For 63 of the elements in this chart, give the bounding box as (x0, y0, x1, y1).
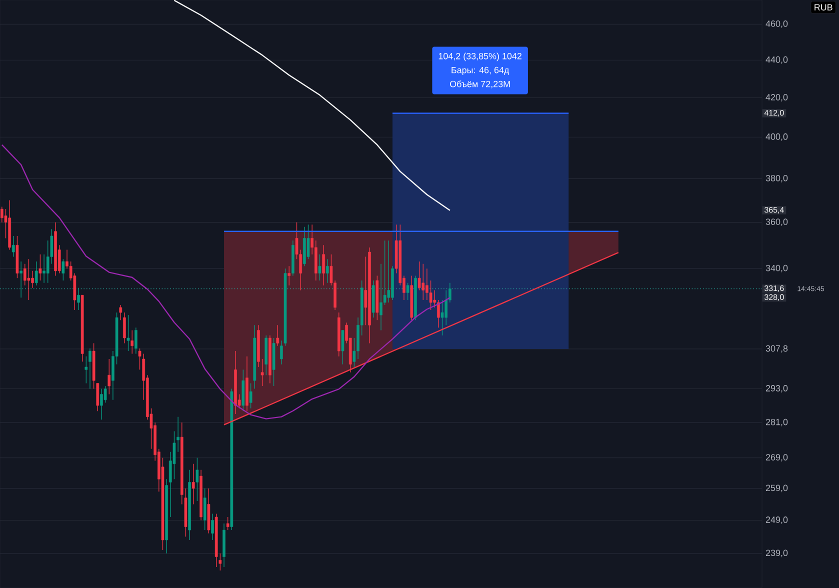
y-tick-label: 269,0 (766, 454, 788, 462)
candlestick (27, 258, 30, 300)
candlestick (426, 268, 428, 300)
candlestick (130, 330, 134, 354)
y-tick-label: 249,0 (766, 516, 788, 524)
candlestick (260, 358, 264, 386)
text: RUB (814, 4, 832, 10)
y-tick-label: 259,0 (766, 484, 788, 492)
y-tick-label: 307,8 (766, 345, 788, 353)
annotation: Бары: 46, 64д (452, 66, 510, 76)
candlestick (126, 314, 130, 352)
candlestick (211, 513, 214, 540)
candlestick (326, 258, 329, 284)
candlestick (249, 382, 252, 409)
candlestick (444, 290, 448, 326)
candlestick (77, 287, 80, 310)
candlestick (380, 263, 382, 331)
candlestick (226, 516, 230, 530)
candlestick (196, 457, 199, 502)
candlestick (88, 348, 92, 390)
candlestick (38, 254, 42, 281)
candlestick (322, 244, 325, 286)
y-tick-label: 400,0 (766, 133, 788, 141)
candlestick (34, 261, 38, 286)
annotation: 104,2 (33,85%) 1042 (438, 52, 522, 62)
candlestick (406, 282, 410, 300)
candlestick (123, 312, 126, 344)
candlestick (23, 263, 26, 286)
candlestick (108, 358, 111, 395)
candlestick (20, 261, 22, 298)
candlestick (437, 300, 440, 328)
candlestick (192, 464, 195, 505)
candlestick (119, 304, 122, 320)
y-tick-label: 293,0 (766, 385, 788, 392)
candlestick (134, 327, 138, 354)
y-tick-label: 340,0 (766, 264, 788, 272)
y-tick-label: 239,0 (766, 550, 788, 558)
candlestick (318, 254, 322, 281)
candlestick (276, 324, 280, 346)
candlestick (31, 270, 34, 288)
y-tick-label: 360,0 (766, 218, 788, 226)
candlestick (387, 240, 390, 303)
candlestick (12, 236, 15, 258)
candlestick (84, 356, 88, 384)
candlestick (440, 300, 444, 336)
candlestick (218, 553, 222, 571)
y-tick-label: 460,0 (766, 20, 788, 28)
candlestick (42, 254, 46, 284)
line-series (1, 144, 451, 420)
candlestick (96, 382, 100, 412)
candlestick (341, 330, 344, 365)
candlestick (62, 258, 65, 281)
annotation: Объём 72,23M (450, 80, 510, 88)
candlestick (422, 263, 425, 300)
y-tick-label: 440,0 (766, 56, 788, 64)
candlestick (418, 261, 421, 291)
candlestick (0, 206, 4, 223)
y-tick-label: 281,0 (766, 418, 788, 426)
y-tick-label: 420,0 (766, 94, 788, 102)
candlestick (100, 388, 103, 420)
y-tick-label: 380,0 (766, 174, 788, 182)
candlestick (288, 266, 291, 286)
candlestick (203, 488, 206, 530)
